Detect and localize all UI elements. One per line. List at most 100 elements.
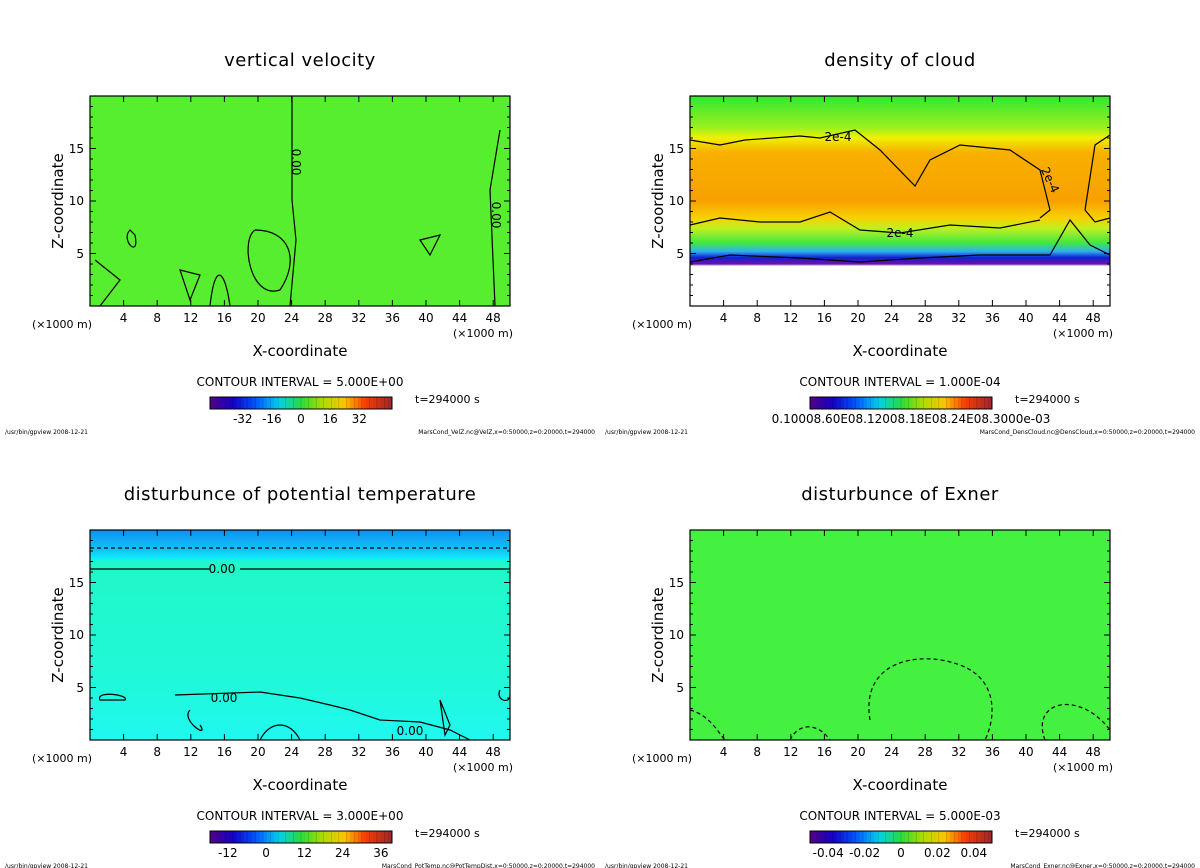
contour-line (689, 218, 1111, 263)
chart-title: disturbunce of potential temperature (123, 484, 477, 505)
x-tick-label: 20 (250, 311, 266, 325)
colorbar-swatch (278, 830, 283, 844)
heatmap-field (690, 530, 1110, 740)
contour-interval: CONTOUR INTERVAL = 1.000E-04 (799, 375, 1001, 389)
colorbar-swatch (240, 830, 245, 844)
colorbar-swatch (315, 396, 321, 410)
y-axis-label: Z-coordinate (49, 587, 67, 683)
footer-right: MarsCond_Exner.nc@Exner,x=0:50000,z=0:20… (1010, 863, 1195, 868)
colorbar-swatch (384, 396, 389, 410)
y-axis-label: Z-coordinate (49, 153, 67, 249)
contour-line (868, 658, 993, 741)
x-tick-label: 12 (783, 745, 799, 759)
x-tick-label: 28 (917, 311, 933, 325)
colorbar-tick-label: -0.02 (849, 846, 881, 860)
contour-line (689, 211, 1041, 234)
colorbar-swatch (213, 397, 218, 409)
x-unit-left: (×1000 m) (32, 318, 93, 331)
colorbar-swatch (270, 830, 275, 844)
colorbar-swatch (365, 831, 370, 843)
colorbar-tick-labels: 0.10008.60E08.12008.18E08.24E08.3000e-03 (771, 412, 1051, 426)
colorbar-swatch (935, 831, 940, 843)
colorbar-swatch (278, 396, 283, 410)
y-tick-label: 10 (68, 194, 84, 208)
colorbar-swatch (946, 396, 951, 410)
footer-left: /usr/bin/gpview 2008-12-21 (605, 429, 688, 436)
colorbar-swatch (338, 830, 344, 844)
colorbar-swatch (282, 397, 287, 409)
colorbar-swatch (357, 397, 362, 409)
contour-label: 2e-4 (886, 226, 914, 240)
colorbar-swatch (965, 397, 970, 409)
colorbar-swatch (282, 831, 287, 843)
colorbar-swatch (878, 830, 883, 844)
colorbar-swatch (259, 397, 264, 409)
colorbar-swatch (224, 396, 230, 410)
x-tick-label: 44 (451, 311, 468, 325)
colorbar-swatch (335, 397, 340, 409)
colorbar-swatch (323, 830, 329, 844)
colorbar-swatch (874, 397, 879, 409)
colorbar-swatch (369, 396, 374, 410)
colorbar-swatch (232, 396, 238, 410)
x-tick-label: 36 (984, 311, 1001, 325)
colorbar-swatch (828, 397, 834, 409)
colorbar-swatch (353, 830, 359, 844)
x-tick-label: 4 (119, 745, 128, 759)
time-label: t=294000 s (1015, 827, 1080, 840)
colorbar-swatch (809, 396, 815, 410)
x-tick-label: 40 (418, 311, 434, 325)
x-tick-label: 40 (418, 745, 434, 759)
colorbar-swatch (217, 830, 222, 844)
colorbar-swatch (228, 831, 234, 843)
colorbar-swatch (346, 396, 351, 410)
colorbar-swatch (844, 831, 849, 843)
colorbar-swatch (285, 830, 291, 844)
x-axis-label: X-coordinate (852, 776, 948, 794)
colorbar-swatch (965, 831, 970, 843)
colorbar-swatch (938, 830, 944, 844)
colorbar-swatch (821, 397, 826, 409)
colorbar-frame (809, 396, 993, 410)
panel-3 (689, 529, 1111, 844)
colorbar-swatch (300, 830, 306, 844)
x-tick-label: 28 (317, 311, 333, 325)
colorbar-swatch (832, 396, 838, 410)
colorbar-swatch (912, 397, 917, 409)
colorbar-swatch (274, 397, 279, 409)
colorbar-swatch (946, 830, 951, 844)
colorbar-frame (809, 830, 993, 844)
x-tick-label: 4 (119, 311, 128, 325)
colorbar-swatch (957, 397, 962, 409)
x-tick-label: 20 (850, 745, 866, 759)
y-tick-label: 15 (668, 575, 684, 590)
x-tick-label: 36 (384, 311, 401, 325)
y-tick-label: 10 (68, 628, 84, 642)
colorbar-swatch (870, 830, 875, 844)
x-tick-label: 12 (183, 311, 199, 325)
colorbar-swatch (813, 831, 818, 843)
colorbar-swatch (809, 830, 815, 844)
colorbar-swatch (953, 396, 959, 410)
colorbar-swatch (817, 396, 822, 410)
colorbar-swatch (927, 397, 932, 409)
colorbar-swatch (262, 396, 268, 410)
colorbar-swatch (953, 830, 959, 844)
x-tick-label: 12 (183, 745, 199, 759)
colorbar-swatch (912, 831, 917, 843)
colorbar-swatch (824, 830, 830, 844)
colorbar-tick-label: 36 (373, 846, 389, 860)
y-tick-label: 15 (668, 141, 684, 156)
colorbar-swatch (209, 396, 215, 410)
colorbar-swatch (304, 397, 309, 409)
colorbar-swatch (870, 396, 875, 410)
colorbar-swatch (251, 831, 256, 843)
x-tick-label: 24 (283, 311, 300, 325)
colorbar-swatch (312, 397, 317, 409)
x-tick-label: 44 (1051, 745, 1068, 759)
colorbar-swatch (973, 831, 978, 843)
x-tick-label: 24 (883, 745, 900, 759)
colorbar-swatch (961, 830, 966, 844)
